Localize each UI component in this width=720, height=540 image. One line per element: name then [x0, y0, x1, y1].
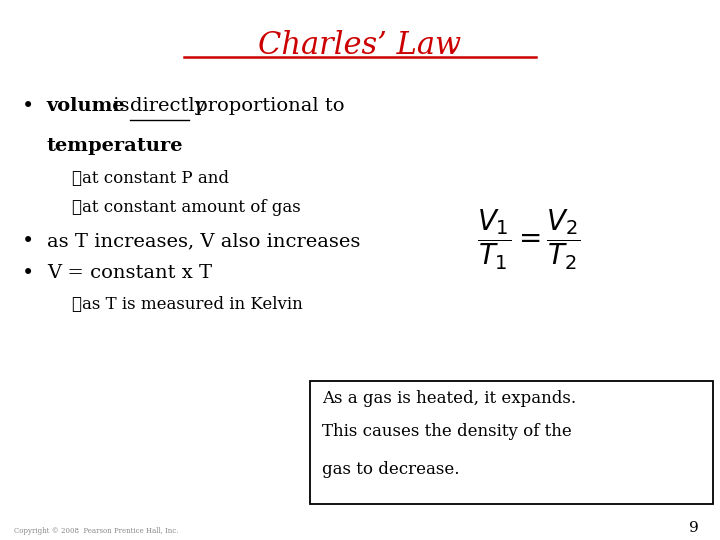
Text: •: • [22, 232, 34, 251]
Text: is: is [107, 97, 135, 115]
Text: Charles’ Law: Charles’ Law [258, 30, 462, 60]
Text: ✓at constant P and: ✓at constant P and [72, 170, 229, 187]
Text: as T increases, V also increases: as T increases, V also increases [47, 232, 360, 250]
Text: 9: 9 [688, 521, 698, 535]
Text: directly: directly [130, 97, 205, 115]
Text: Copyright © 2008  Pearson Prentice Hall, Inc.: Copyright © 2008 Pearson Prentice Hall, … [14, 526, 179, 535]
Text: proportional to: proportional to [189, 97, 345, 115]
Text: gas to decrease.: gas to decrease. [322, 461, 459, 478]
Text: ✓at constant amount of gas: ✓at constant amount of gas [72, 199, 301, 215]
Text: volume: volume [47, 97, 125, 115]
Text: temperature: temperature [47, 137, 184, 154]
Text: As a gas is heated, it expands.: As a gas is heated, it expands. [322, 390, 576, 407]
Text: •: • [22, 265, 34, 284]
Text: $\dfrac{V_1}{T_1} = \dfrac{V_2}{T_2}$: $\dfrac{V_1}{T_1} = \dfrac{V_2}{T_2}$ [477, 208, 581, 273]
FancyBboxPatch shape [310, 381, 713, 504]
Text: V = constant x T: V = constant x T [47, 265, 212, 282]
Text: •: • [22, 97, 34, 116]
Text: ✓as T is measured in Kelvin: ✓as T is measured in Kelvin [72, 296, 302, 313]
Text: This causes the density of the: This causes the density of the [322, 423, 572, 440]
